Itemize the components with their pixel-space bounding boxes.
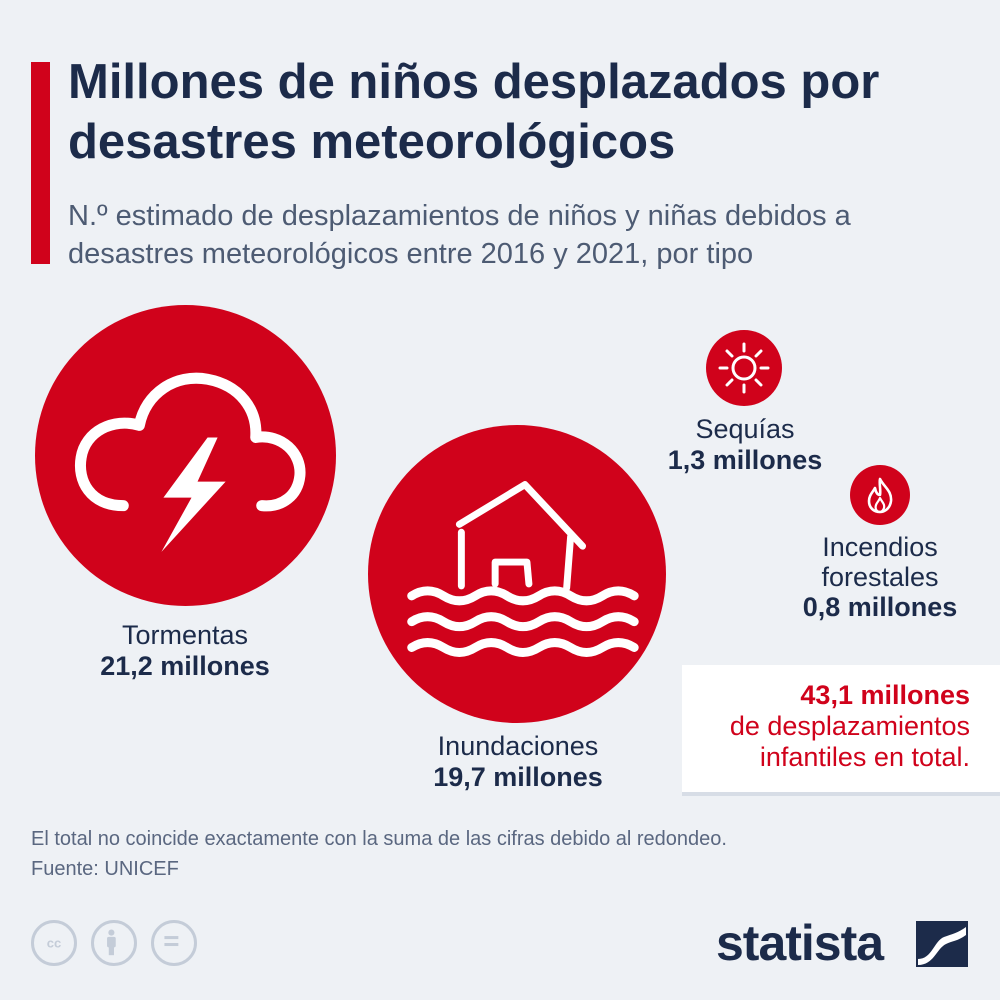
cc-icon[interactable]: cc	[31, 920, 77, 966]
title-accent-bar	[31, 62, 50, 264]
bubble-floods	[368, 425, 666, 723]
bubble-drought	[706, 330, 782, 406]
total-callout: 43,1 millones de desplazamientos infanti…	[682, 665, 1000, 792]
chart-title: Millones de niños desplazados por desast…	[68, 55, 880, 169]
label-floods: Inundaciones 19,7 millones	[370, 731, 666, 793]
footer-notes: El total no coincide exactamente con la …	[31, 824, 727, 884]
total-line: infantiles en total.	[759, 742, 970, 772]
data-value: 21,2 millones	[100, 651, 270, 681]
rounding-note: El total no coincide exactamente con la …	[31, 828, 727, 850]
data-value: 0,8 millones	[802, 592, 958, 622]
category-name: Inundaciones	[437, 731, 599, 761]
statista-mark-icon	[916, 921, 968, 967]
label-storms: Tormentas 21,2 millones	[40, 620, 330, 682]
label-wildfires: Incendios forestales 0,8 millones	[775, 532, 985, 622]
brand-name: statista	[716, 915, 884, 971]
bubble-wildfires	[850, 465, 910, 525]
label-drought: Sequías 1,3 millones	[630, 414, 860, 476]
nd-icon[interactable]	[151, 920, 197, 966]
by-icon[interactable]	[91, 920, 137, 966]
category-name: Tormentas	[121, 620, 249, 650]
total-value: 43,1 millones	[800, 680, 970, 710]
category-name: forestales	[821, 562, 939, 592]
total-text: 43,1 millones de desplazamientos infanti…	[730, 680, 970, 773]
data-value: 1,3 millones	[667, 445, 823, 475]
category-name: Incendios	[822, 532, 938, 562]
flooded-house-icon	[407, 481, 639, 657]
sun-icon	[718, 342, 770, 394]
total-line: de desplazamientos	[729, 711, 970, 741]
flame-icon	[867, 477, 893, 514]
category-name: Sequías	[695, 414, 795, 444]
storm-cloud-lightning-icon	[74, 372, 306, 552]
chart-subtitle: N.º estimado de desplazamientos de niños…	[68, 200, 851, 270]
data-value: 19,7 millones	[433, 762, 603, 792]
source-note: Fuente: UNICEF	[31, 858, 179, 880]
bubble-storms	[35, 305, 336, 606]
svg-text:cc: cc	[47, 935, 62, 950]
